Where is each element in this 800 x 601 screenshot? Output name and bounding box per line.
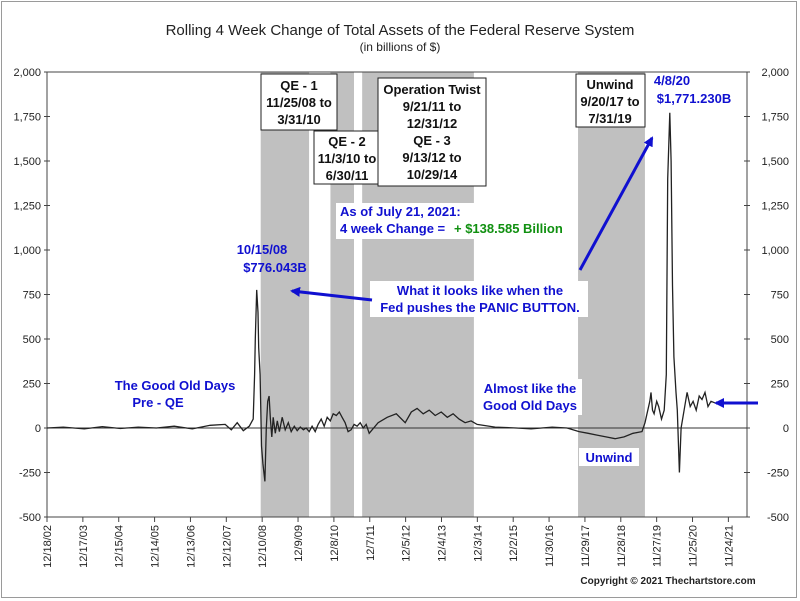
y-tick-label-right: 250 — [771, 379, 789, 391]
y-tick-label-right: -500 — [767, 512, 789, 524]
good-old-days-line1: The Good Old Days — [115, 378, 236, 393]
twist-start: 9/21/11 to — [403, 99, 462, 114]
panic-line2: Fed pushes the PANIC BUTTON. — [380, 300, 580, 315]
qe2-title: QE - 2 — [328, 134, 366, 149]
annotation-unwind-box: Unwind 9/20/17 to 7/31/19 — [575, 73, 646, 128]
twist-end: 12/31/12 — [407, 116, 458, 131]
almost-line2: Good Old Days — [483, 398, 577, 413]
x-tick-label: 11/29/17 — [580, 525, 592, 567]
asof-line2-prefix: 4 week Change = — [340, 221, 446, 236]
unwind-start: 9/20/17 to — [580, 94, 639, 109]
copyright: Copyright © 2021 Thechartstore.com — [580, 576, 755, 587]
peak-2020-value: $1,771.230B — [657, 91, 731, 106]
unwind-label-bg — [579, 448, 639, 466]
y-tick-label-left: 1,750 — [13, 112, 41, 124]
x-tick-label: 11/30/16 — [544, 525, 556, 567]
x-tick-label: 12/9/09 — [293, 525, 305, 562]
qe2-start: 11/3/10 to — [318, 151, 377, 166]
y-tick-label-left: -500 — [19, 512, 41, 524]
x-tick-label: 12/12/07 — [221, 525, 233, 568]
x-tick-label: 11/25/20 — [688, 525, 700, 567]
y-tick-label-right: 1,500 — [761, 156, 789, 168]
x-tick-label: 12/10/08 — [257, 525, 269, 568]
qe3-start: 9/13/12 to — [402, 150, 461, 165]
x-axis: 12/18/02 12/17/03 12/15/04 12/14/05 12/13/06… — [42, 517, 735, 568]
shaded-period-4 — [578, 72, 645, 517]
y-tick-label-right: 2,000 — [761, 67, 789, 79]
x-tick-label: 11/27/19 — [652, 525, 664, 567]
y-tick-label-left: 1,000 — [13, 245, 41, 257]
unwind-box — [575, 73, 646, 128]
shaded-period-1 — [260, 72, 310, 517]
unwind-label: Unwind — [586, 450, 633, 465]
y-tick-label-left: 1,250 — [13, 201, 41, 213]
almost-line1: Almost like the — [484, 381, 576, 396]
series-line-4wk-change — [46, 112, 717, 482]
y-tick-label-right: 1,250 — [761, 201, 789, 213]
qe1-box — [260, 73, 338, 131]
panic-line1: What it looks like when the — [397, 283, 563, 298]
qe1-start: 11/25/08 to — [266, 95, 332, 110]
x-tick-label: 12/14/05 — [150, 525, 162, 568]
x-tick-label: 12/8/10 — [329, 525, 341, 562]
asof-bg — [336, 203, 576, 239]
y-axis-left: 2,000 1,750 1,500 1,250 1,000 750 500 250 0 -250 -… — [13, 67, 750, 524]
qe1-title: QE - 1 — [280, 78, 318, 93]
x-tick-label: 12/4/13 — [436, 525, 448, 562]
x-tick-label: 11/24/21 — [723, 525, 735, 567]
twist-box — [377, 77, 487, 187]
annotation-qe2-box: QE - 2 11/3/10 to 6/30/11 — [313, 130, 381, 185]
x-tick-label: 12/3/14 — [472, 525, 484, 562]
x-tick-label: 12/5/12 — [401, 525, 413, 562]
y-tick-label-left: 750 — [23, 290, 41, 302]
almost-bg — [480, 379, 582, 415]
chart-subtitle: (in billions of $) — [360, 40, 441, 54]
qe3-end: 10/29/14 — [407, 167, 458, 182]
panic-arrow-2020 — [578, 136, 654, 271]
asof-line1: As of July 21, 2021: — [340, 204, 461, 219]
y-tick-label-right: 500 — [771, 334, 789, 346]
y-tick-label-left: -250 — [19, 468, 41, 480]
y-tick-label-left: 500 — [23, 334, 41, 346]
y-tick-label-right: 0 — [783, 423, 789, 435]
qe3-title: QE - 3 — [413, 133, 451, 148]
y-tick-label-left: 250 — [23, 379, 41, 391]
x-tick-label: 12/18/02 — [42, 525, 54, 568]
peak-2008-value: $776.043B — [243, 260, 307, 275]
panic-bg — [370, 281, 588, 317]
y-axis-right: 2,000 1,750 1,500 1,250 1,000 750 500 250 0 -250 -… — [761, 67, 789, 524]
y-tick-label-left: 1,500 — [13, 156, 41, 168]
y-tick-label-left: 2,000 — [13, 67, 41, 79]
asof-line2-value: + $138.585 Billion — [454, 221, 563, 236]
x-tick-label: 12/17/03 — [78, 525, 90, 568]
x-tick-label: 12/2/15 — [508, 525, 520, 562]
peak-2020-date: 4/8/20 — [654, 73, 690, 88]
unwind-title: Unwind — [587, 77, 634, 92]
unwind-end: 7/31/19 — [588, 111, 631, 126]
y-tick-label-left: 0 — [35, 423, 41, 435]
x-tick-label: 12/13/06 — [185, 525, 197, 568]
qe1-end: 3/31/10 — [277, 112, 320, 127]
twist-title: Operation Twist — [383, 82, 481, 97]
good-old-days-line2: Pre - QE — [132, 395, 184, 410]
qe2-end: 6/30/11 — [326, 168, 369, 183]
x-tick-label: 12/7/11 — [365, 525, 377, 561]
x-tick-label: 11/28/18 — [616, 525, 628, 567]
y-tick-label-right: 1,750 — [761, 112, 789, 124]
x-tick-label: 12/15/04 — [114, 525, 126, 568]
qe2-box — [313, 130, 381, 185]
peak-2008-date: 10/15/08 — [237, 242, 288, 257]
y-tick-label-right: 1,000 — [761, 245, 789, 257]
y-tick-label-right: 750 — [771, 290, 789, 302]
annotation-twist-box: Operation Twist 9/21/11 to 12/31/12 QE -… — [377, 77, 487, 187]
annotation-qe1-box: QE - 1 11/25/08 to 3/31/10 — [260, 73, 338, 131]
chart-title: Rolling 4 Week Change of Total Assets of… — [166, 22, 635, 39]
panic-arrow-2008 — [290, 286, 373, 302]
y-tick-label-right: -250 — [767, 468, 789, 480]
